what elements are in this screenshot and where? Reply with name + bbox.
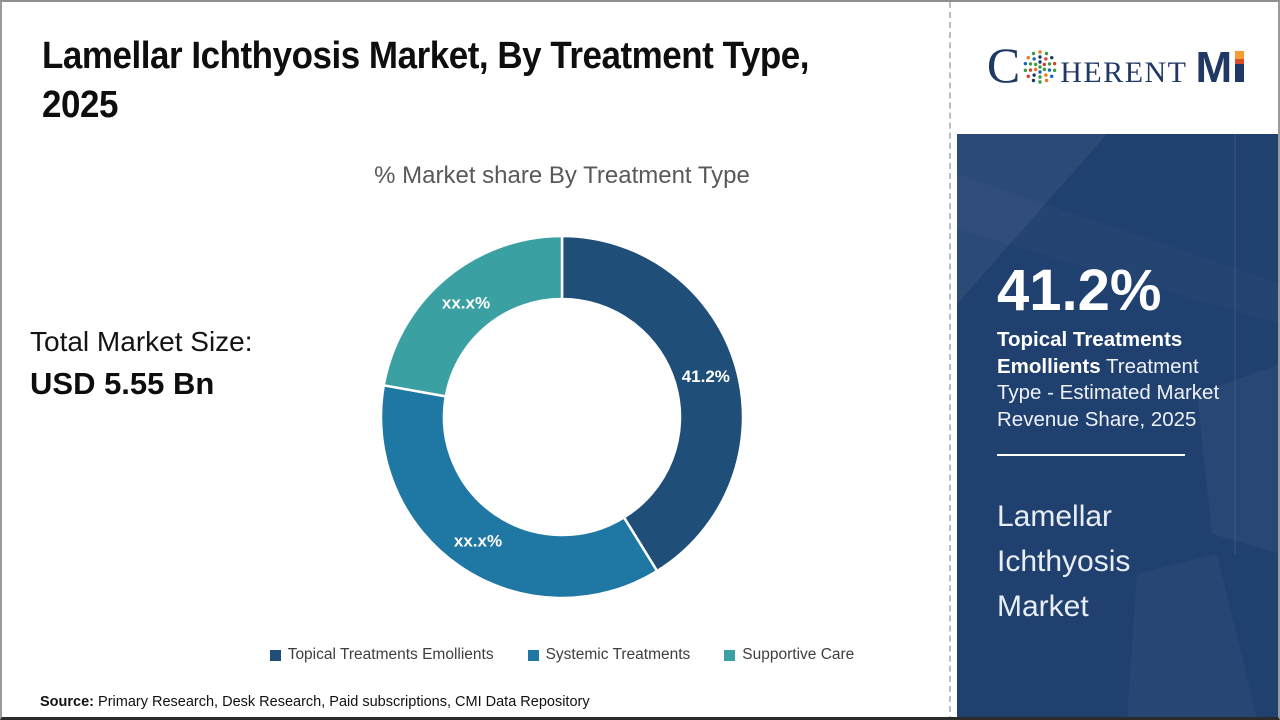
legend-label: Supportive Care: [742, 646, 855, 663]
panel-map-texture: [957, 134, 1278, 554]
chart-subtitle: % Market share By Treatment Type: [374, 162, 750, 189]
total-market-size-value: USD 5.55 Bn: [30, 366, 215, 401]
chart-legend: Topical Treatments Emollients Systemic Tr…: [62, 646, 1062, 664]
panel-stat-rest: Treatment Type - Estimated Market Revenu…: [997, 354, 1220, 431]
logo-letter-i: [1235, 51, 1245, 82]
donut-slice-label-2: xx.x%: [442, 293, 490, 312]
donut-slice-1: [379, 384, 659, 600]
source-label: Source:: [40, 694, 94, 710]
page-title-line2: 2025: [42, 84, 118, 126]
coherent-mi-logo: C HERENT M: [986, 37, 1245, 93]
logo-text-herent: HERENT: [1060, 56, 1188, 89]
panel-stat-segment: Topical Treatments Emollients: [997, 328, 1183, 378]
logo-letter-c: C: [986, 37, 1021, 93]
legend-swatch-icon: [269, 649, 281, 661]
source-line: Source: Primary Research, Desk Research,…: [40, 694, 590, 710]
panel-divider-line: [997, 454, 1185, 456]
donut-slice-label-0: 41.2%: [682, 367, 730, 386]
legend-item-0: Topical Treatments Emollients: [269, 646, 494, 664]
legend-item-1: Systemic Treatments: [527, 646, 691, 664]
legend-swatch-icon: [527, 649, 539, 661]
donut-slice-2: [382, 234, 564, 398]
source-text: Primary Research, Desk Research, Paid su…: [94, 694, 590, 710]
donut-chart: 41.2% xx.x% xx.x%: [379, 234, 745, 600]
logo-box: C HERENT M: [951, 2, 1278, 131]
legend-swatch-icon: [724, 649, 736, 661]
page-title-line1: Lamellar Ichthyosis Market, By Treatment…: [42, 35, 810, 77]
logo-letter-m: M: [1195, 43, 1233, 92]
legend-label: Topical Treatments Emollients: [287, 646, 494, 663]
total-market-size-label: Total Market Size:: [30, 326, 253, 357]
donut-slice-0: [560, 234, 745, 573]
side-panel: 41.2% Topical Treatments Emollients Trea…: [957, 134, 1278, 717]
donut-slice-label-1: xx.x%: [454, 532, 502, 551]
page-title: Lamellar Ichthyosis Market, By Treatment…: [42, 32, 809, 130]
panel-stat-description: Topical Treatments Emollients Treatment …: [997, 327, 1242, 433]
logo-globe-dots-icon: [1023, 50, 1057, 84]
panel-market-name: Lamellar Ichthyosis Market: [997, 500, 1131, 623]
panel-stat-value: 41.2%: [997, 258, 1162, 323]
legend-label: Systemic Treatments: [545, 646, 691, 663]
dashed-divider: [949, 2, 951, 717]
total-market-size-block: Total Market Size: USD 5.55 Bn: [30, 326, 253, 402]
legend-item-2: Supportive Care: [724, 646, 854, 664]
